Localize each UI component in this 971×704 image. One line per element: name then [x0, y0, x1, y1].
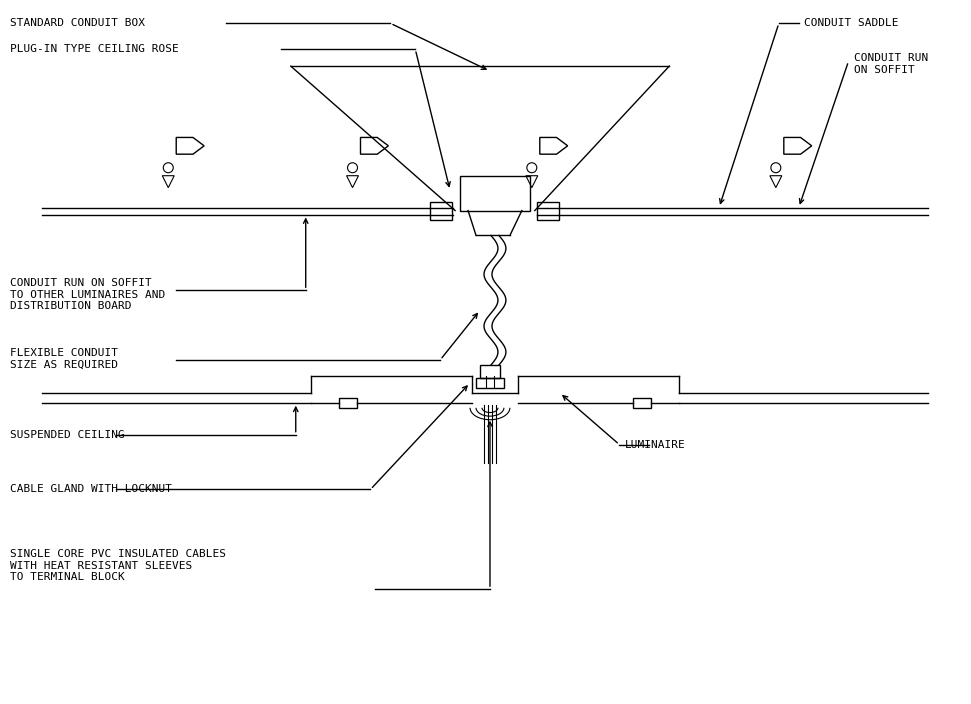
- Text: CONDUIT RUN
ON SOFFIT: CONDUIT RUN ON SOFFIT: [854, 54, 928, 75]
- Bar: [476, 378, 504, 388]
- Text: CONDUIT SADDLE: CONDUIT SADDLE: [804, 18, 898, 28]
- Text: SUSPENDED CEILING: SUSPENDED CEILING: [10, 429, 124, 440]
- Bar: [460, 176, 530, 210]
- Bar: [480, 365, 500, 378]
- Bar: [339, 398, 356, 408]
- Text: PLUG-IN TYPE CEILING ROSE: PLUG-IN TYPE CEILING ROSE: [10, 44, 179, 54]
- Text: STANDARD CONDUIT BOX: STANDARD CONDUIT BOX: [10, 18, 145, 28]
- Text: CONDUIT RUN ON SOFFIT
TO OTHER LUMINAIRES AND
DISTRIBUTION BOARD: CONDUIT RUN ON SOFFIT TO OTHER LUMINAIRE…: [10, 278, 165, 311]
- Bar: [537, 202, 558, 220]
- Bar: [633, 398, 652, 408]
- Text: FLEXIBLE CONDUIT
SIZE AS REQUIRED: FLEXIBLE CONDUIT SIZE AS REQUIRED: [10, 348, 117, 370]
- Text: CABLE GLAND WITH LOCKNUT: CABLE GLAND WITH LOCKNUT: [10, 484, 172, 494]
- Text: LUMINAIRE: LUMINAIRE: [624, 439, 686, 450]
- Bar: [430, 202, 452, 220]
- Text: SINGLE CORE PVC INSULATED CABLES
WITH HEAT RESISTANT SLEEVES
TO TERMINAL BLOCK: SINGLE CORE PVC INSULATED CABLES WITH HE…: [10, 549, 226, 582]
